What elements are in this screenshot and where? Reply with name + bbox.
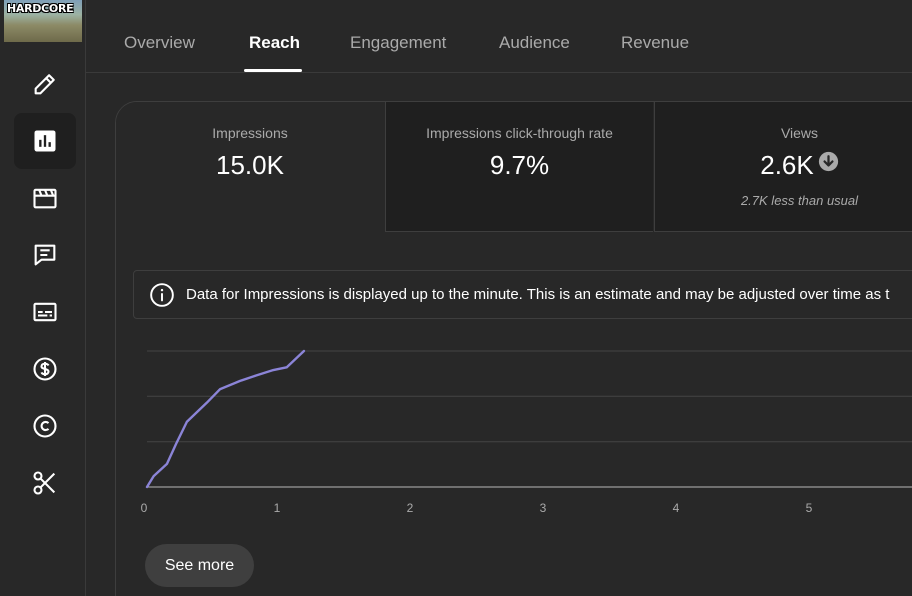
pencil-icon xyxy=(34,74,55,95)
info-text: Data for Impressions is displayed up to … xyxy=(186,286,890,303)
info-banner: Data for Impressions is displayed up to … xyxy=(133,270,912,319)
monetization-icon xyxy=(33,357,57,381)
x-tick-label: 1 xyxy=(274,501,281,515)
x-tick-label: 2 xyxy=(407,501,414,515)
metric-ctr[interactable]: Impressions click-through rate 9.7% xyxy=(385,102,653,232)
tab-engagement[interactable]: Engagement xyxy=(350,33,447,52)
metric-impressions[interactable]: Impressions 15.0K xyxy=(116,102,384,232)
x-tick-label: 3 xyxy=(540,501,547,515)
see-more-button[interactable]: See more xyxy=(145,544,254,587)
metric-label: Impressions xyxy=(212,125,288,141)
reach-card: Impressions 15.0K Impressions click-thro… xyxy=(115,101,912,596)
impressions-chart: 0 1 2 3 4 5 xyxy=(141,349,912,515)
sidebar-item-comments[interactable] xyxy=(14,227,76,283)
metric-value: 9.7% xyxy=(489,150,550,180)
sidebar-item-clips[interactable] xyxy=(14,455,76,511)
x-tick-label: 0 xyxy=(141,501,148,515)
tab-overview[interactable]: Overview xyxy=(124,33,195,52)
comments-icon xyxy=(34,244,56,266)
active-tab-indicator xyxy=(244,69,302,72)
sidebar-item-editor[interactable] xyxy=(14,170,76,226)
metric-label: Impressions click-through rate xyxy=(426,125,613,141)
metric-value: 2.6K xyxy=(760,150,814,180)
metric-views[interactable]: Views 2.6K 2.7K less than usual xyxy=(654,102,912,232)
metric-value: 15.0K xyxy=(216,150,284,180)
tab-reach[interactable]: Reach xyxy=(249,33,301,52)
tab-bar: Overview Reach Engagement Audience Reven… xyxy=(86,0,912,73)
channel-thumbnail[interactable]: HARDCORE xyxy=(4,0,82,42)
x-tick-label: 5 xyxy=(806,501,813,515)
channel-thumbnail-text: HARDCORE xyxy=(7,2,74,15)
sidebar-item-subtitles[interactable] xyxy=(14,284,76,340)
sidebar: HARDCORE xyxy=(0,0,86,596)
copyright-icon xyxy=(33,414,57,438)
info-icon xyxy=(150,283,174,307)
metric-note: 2.7K less than usual xyxy=(740,193,859,208)
sidebar-item-copyright[interactable] xyxy=(14,398,76,454)
tab-audience[interactable]: Audience xyxy=(499,33,570,52)
scissors-icon xyxy=(33,471,56,495)
arrow-down-circle-icon xyxy=(818,151,838,172)
sidebar-item-earn[interactable] xyxy=(14,341,76,397)
analytics-icon xyxy=(34,130,56,152)
sidebar-item-analytics[interactable] xyxy=(14,113,76,169)
x-tick-label: 4 xyxy=(673,501,680,515)
metric-value-row: 2.6K xyxy=(655,150,912,181)
clapperboard-icon xyxy=(33,188,57,209)
impressions-series-line xyxy=(145,349,306,489)
tab-revenue[interactable]: Revenue xyxy=(621,33,690,52)
metric-label: Views xyxy=(780,125,819,141)
sidebar-item-details[interactable] xyxy=(14,56,76,112)
subtitles-icon xyxy=(33,302,57,322)
